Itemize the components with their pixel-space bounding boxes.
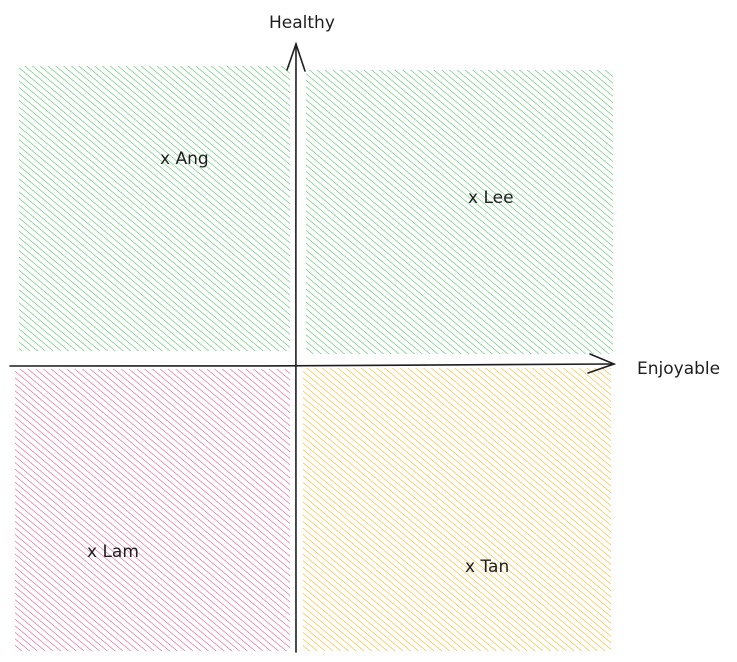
point-label-ang: x Ang — [160, 149, 209, 169]
x-axis-arrowhead — [587, 353, 617, 374]
quadrant-top-left — [19, 66, 290, 351]
quadrant-bottom-right — [303, 368, 611, 651]
point-label-tan: x Tan — [465, 557, 509, 577]
quadrant-top-right — [306, 70, 613, 354]
x-axis-label: Enjoyable — [637, 359, 720, 379]
point-label-lam: x Lam — [87, 542, 139, 562]
x-axis — [9, 353, 617, 374]
y-axis-arrowhead — [286, 41, 306, 72]
y-axis-label: Healthy — [269, 13, 335, 33]
point-label-lee: x Lee — [468, 188, 514, 208]
y-axis — [286, 41, 306, 653]
quadrant-bottom-left — [15, 369, 290, 651]
